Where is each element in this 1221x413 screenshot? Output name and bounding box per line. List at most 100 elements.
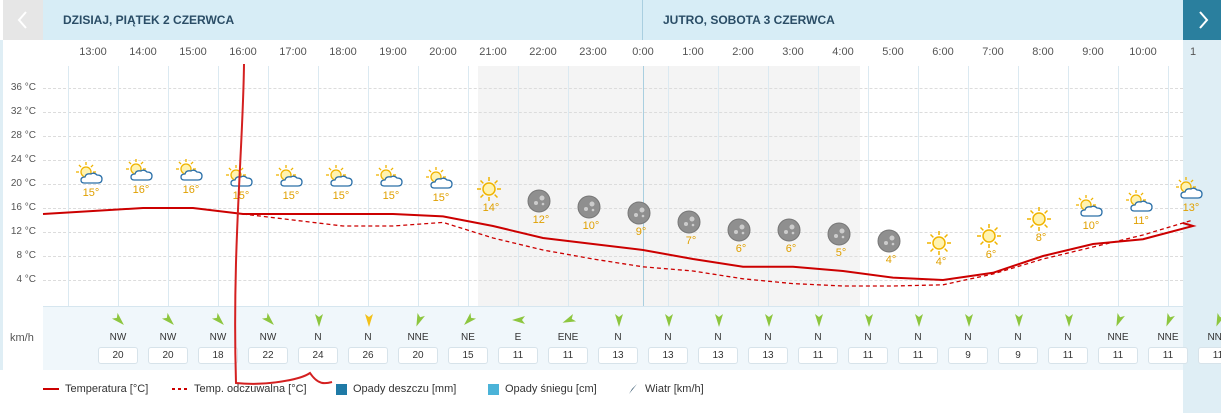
y-tick-label: 4 °C	[16, 274, 36, 285]
gridline	[43, 160, 1183, 161]
forecast-temp-label: 4°	[935, 256, 947, 268]
forecast-temp-label: 5°	[835, 247, 847, 259]
y-tick-label: 24 °C	[10, 154, 36, 165]
legend-feels[interactable]: Temp. odczuwalna [°C]	[172, 383, 307, 395]
wind-arrow-icon	[1065, 314, 1073, 327]
forecast-temp-label: 13°	[1182, 202, 1200, 214]
x-tick-label: 0:00	[632, 46, 654, 58]
wind-direction: N	[964, 332, 972, 343]
legend-temp-label: Temperatura [°C]	[65, 383, 149, 395]
wind-cell: N 24	[295, 310, 341, 366]
wind-cell: N 11	[795, 310, 841, 366]
wind-speed: 24	[298, 347, 338, 364]
forecast-temp-label: 15°	[82, 187, 100, 199]
partly-cloudy-icon	[326, 164, 356, 192]
wind-direction: N	[614, 332, 622, 343]
gridline	[43, 88, 1183, 89]
moon-icon	[626, 200, 656, 228]
x-tick-label: 8:00	[1032, 46, 1054, 58]
gridline-vertical	[68, 66, 69, 306]
wind-speed: 13	[748, 347, 788, 364]
wind-speed: 11	[1048, 347, 1088, 364]
partly-cloudy-icon	[76, 161, 106, 189]
left-edge	[0, 40, 3, 370]
wind-direction: NNE	[1107, 332, 1129, 343]
y-tick-label: 16 °C	[10, 202, 36, 213]
wind-cell: NNE 20	[395, 310, 441, 366]
wind-cell: NW 22	[245, 310, 291, 366]
gridline	[43, 112, 1183, 113]
gridline-vertical	[118, 66, 119, 306]
y-tick-label: 8 °C	[16, 250, 36, 261]
gridline-vertical	[168, 66, 169, 306]
wind-direction: N	[314, 332, 322, 343]
wind-arrow-icon	[1216, 312, 1221, 327]
legend-rain[interactable]: Opady deszczu [mm]	[336, 383, 456, 395]
forecast-temp-label: 6°	[985, 248, 997, 261]
wind-arrow-icon	[562, 313, 577, 323]
wind-speed: 26	[348, 347, 388, 364]
forecast-temp-label: 4°	[885, 253, 897, 266]
partly-cloudy-icon	[1176, 176, 1206, 204]
moon-icon	[676, 209, 706, 237]
wind-direction: N	[764, 332, 772, 343]
x-tick-label: 3:00	[782, 46, 804, 58]
wind-speed: 20	[98, 347, 138, 364]
sun-icon	[1026, 206, 1056, 234]
wind-direction: N	[814, 332, 822, 343]
forecast-temp-label: 14°	[482, 202, 500, 214]
wind-arrow-icon	[865, 314, 873, 327]
wind-arrow-icon	[464, 312, 477, 325]
x-tick-label: 1:00	[682, 46, 704, 58]
x-tick-label: 9:00	[1082, 46, 1104, 58]
wind-speed: 13	[598, 347, 638, 364]
chevron-right-icon	[1199, 11, 1209, 29]
wind-speed: 11	[498, 347, 538, 364]
wind-arrow-icon	[261, 312, 274, 325]
day-header-today: DZISIAJ, PIĄTEK 2 CZERWCA	[43, 0, 643, 40]
gridline-vertical	[418, 66, 419, 306]
prev-day-button[interactable]	[3, 0, 43, 40]
legend-wind-label: Wiatr [km/h]	[645, 383, 704, 395]
wind-cell: N 13	[595, 310, 641, 366]
x-tick-label: 20:00	[429, 46, 457, 58]
x-tick-label: 21:00	[479, 46, 507, 58]
wind-direction: N	[914, 332, 922, 343]
wind-direction: NW	[209, 332, 227, 343]
next-day-button[interactable]	[1183, 0, 1221, 40]
wind-cell: NE 15	[445, 310, 491, 366]
wind-direction: NE	[461, 332, 475, 343]
y-tick-label: 12 °C	[10, 226, 36, 237]
partly-cloudy-icon	[1126, 189, 1156, 217]
y-tick-label: 20 °C	[10, 178, 36, 189]
forecast-temp-label: 12°	[532, 214, 550, 226]
wind-arrow-icon	[715, 314, 723, 327]
gridline-vertical	[668, 66, 669, 306]
legend-temp[interactable]: Temperatura [°C]	[43, 383, 148, 395]
legend-snow[interactable]: Opady śniegu [cm]	[488, 383, 597, 395]
forecast-temp-label: 9°	[635, 226, 647, 238]
gridline	[43, 136, 1183, 137]
wind-speed: 20	[398, 347, 438, 364]
gridline-vertical	[218, 66, 219, 306]
y-tick-label: 32 °C	[10, 106, 36, 117]
forecast-temp-label: 15°	[382, 190, 400, 202]
gridline-vertical	[468, 66, 469, 306]
wind-unit-label: km/h	[10, 332, 34, 344]
wind-direction: NNE	[407, 332, 429, 343]
forecast-temp-label: 11°	[1133, 215, 1149, 228]
gridline-vertical	[768, 66, 769, 306]
partly-cloudy-icon	[226, 164, 256, 192]
legend-wind[interactable]: Wiatr [km/h]	[627, 383, 704, 395]
wind-arrow-icon	[629, 384, 637, 394]
wind-cell: NW 20	[95, 310, 141, 366]
moon-icon	[726, 217, 756, 245]
wind-cell: NW 20	[145, 310, 191, 366]
x-tick-label: 23:00	[579, 46, 607, 58]
wind-cell: NNE 11	[1145, 310, 1191, 366]
wind-direction: N	[714, 332, 722, 343]
wind-arrow-icon	[1166, 312, 1175, 327]
wind-arrow-icon	[211, 312, 224, 325]
